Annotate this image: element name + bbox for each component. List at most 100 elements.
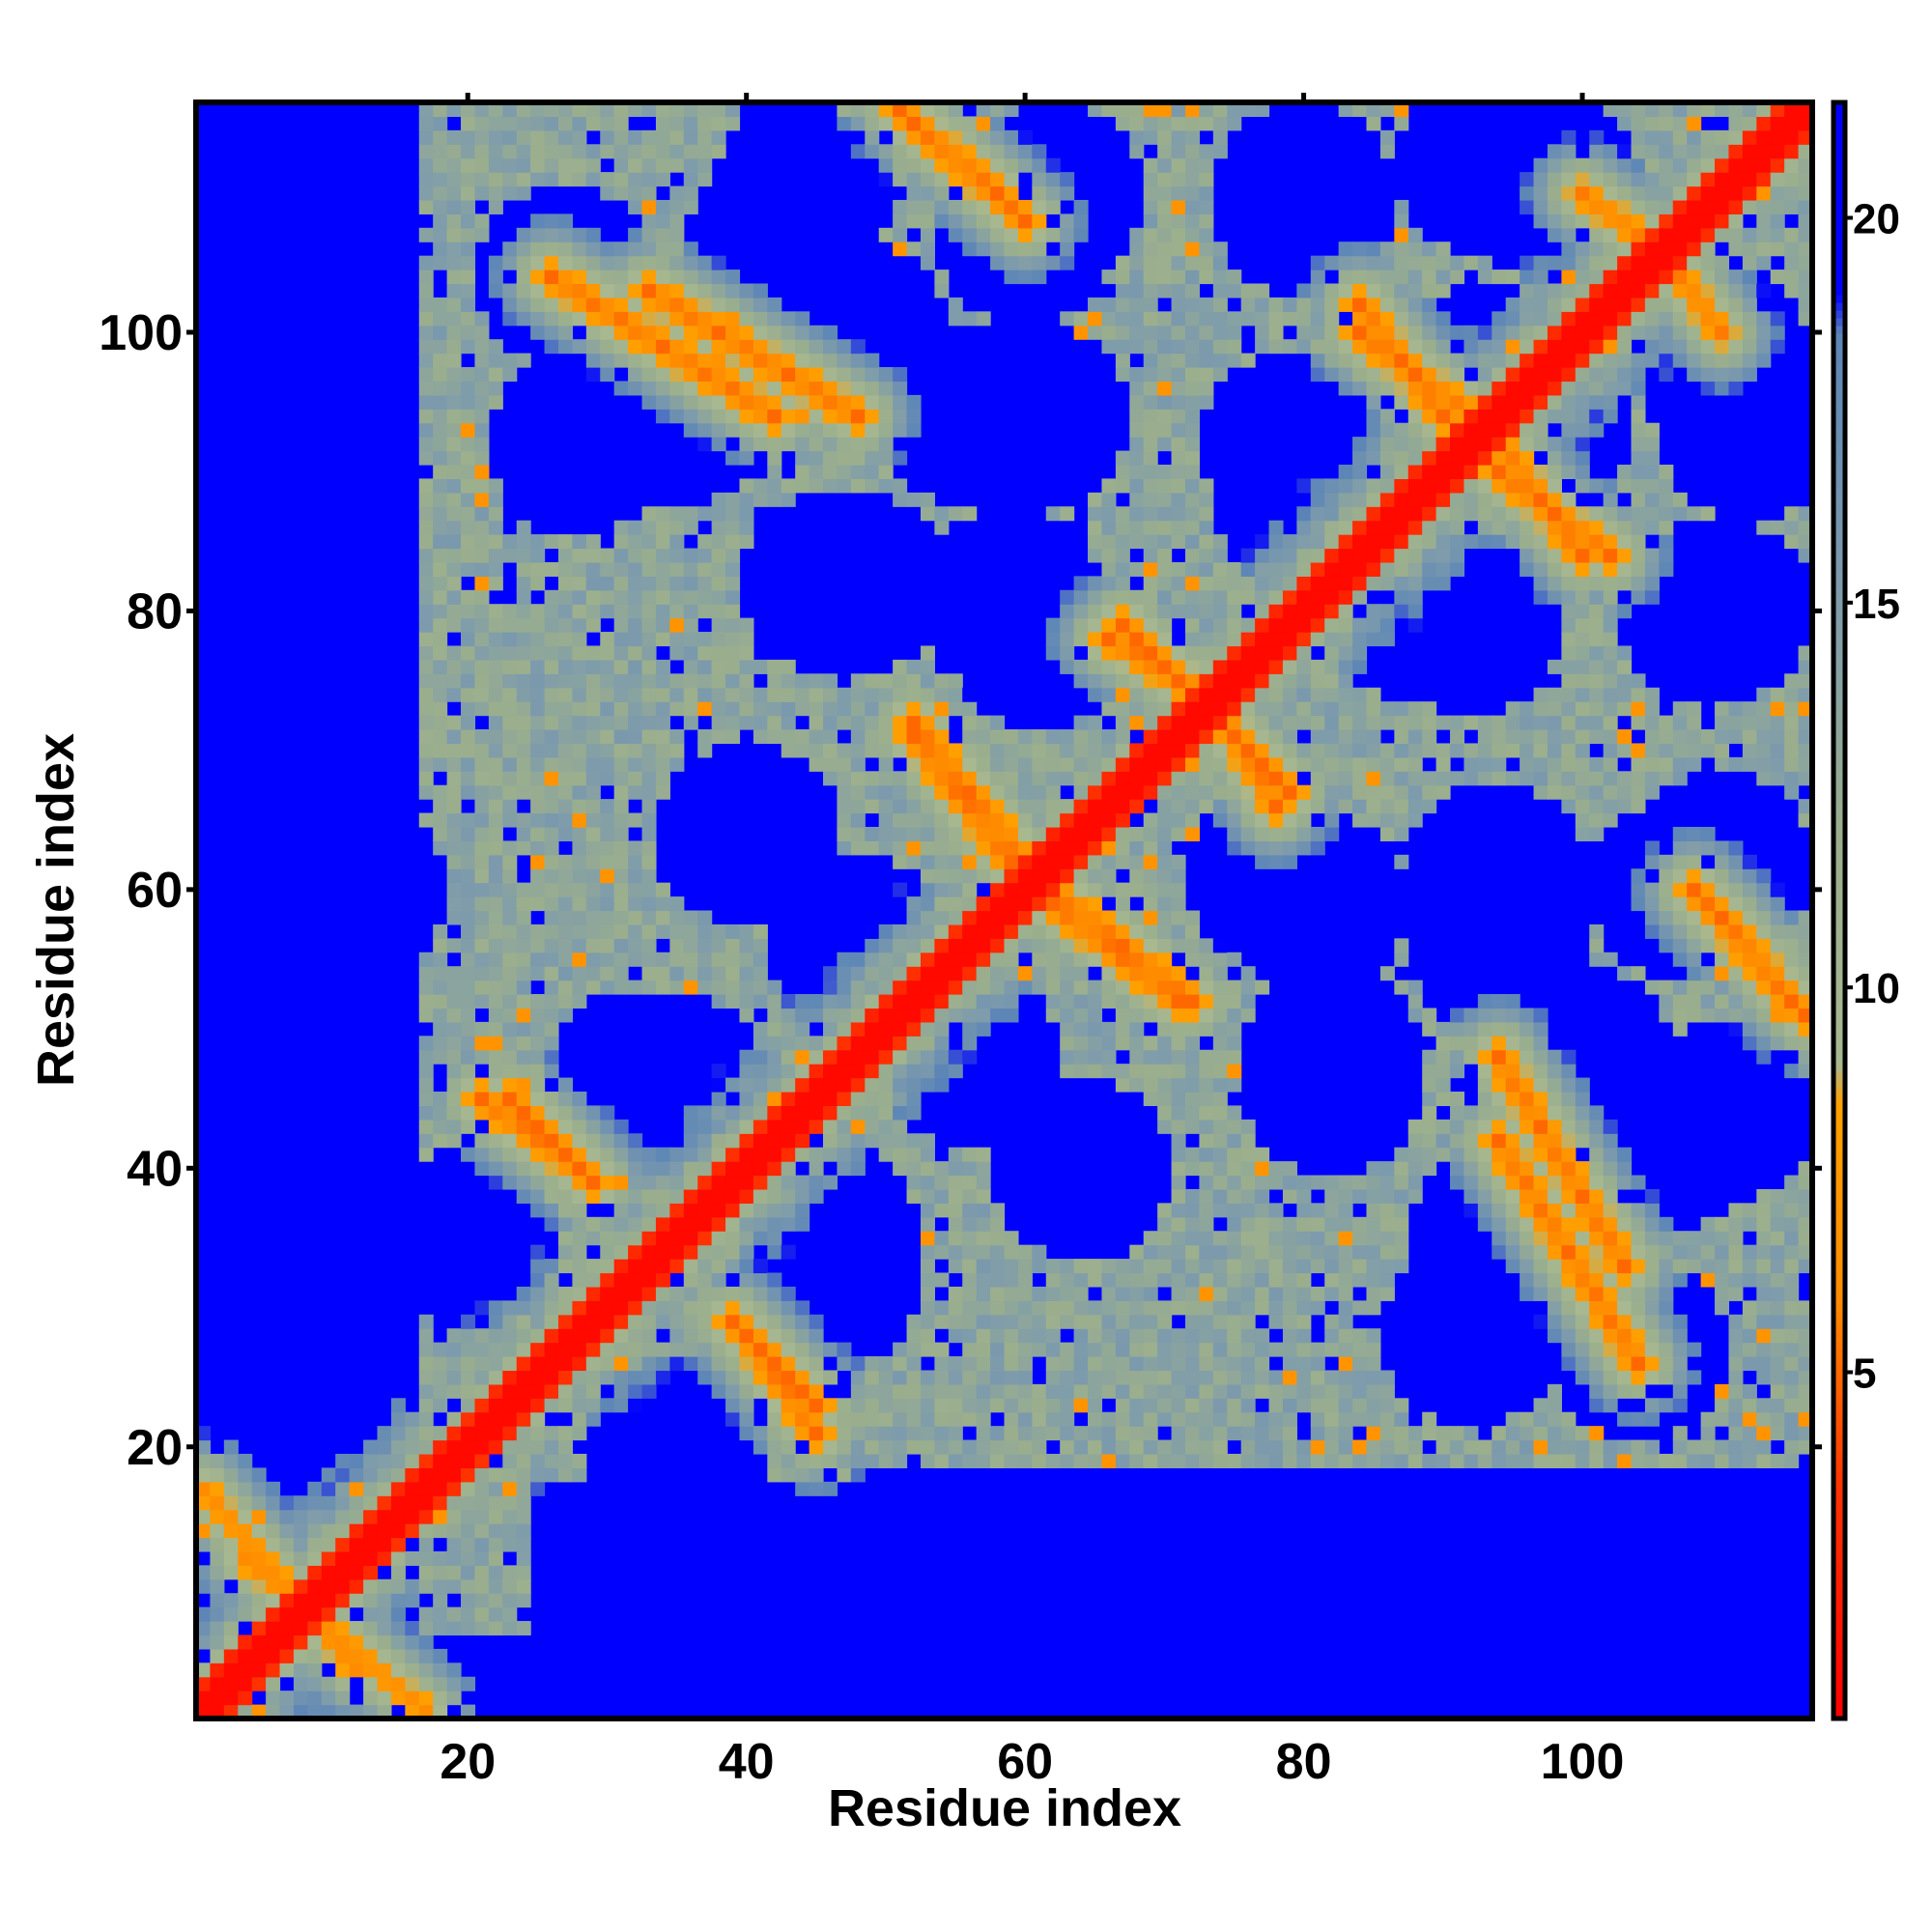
heatmap-cell	[1171, 896, 1186, 912]
heatmap-cell	[725, 1411, 741, 1427]
heatmap-cell	[948, 1244, 963, 1260]
heatmap-cell	[934, 729, 950, 745]
heatmap-cell	[948, 854, 963, 869]
heatmap-cell	[1227, 826, 1242, 841]
heatmap-cell	[516, 561, 531, 577]
heatmap-cell	[1255, 1259, 1270, 1274]
heatmap-cell	[613, 854, 629, 869]
heatmap-cell	[837, 394, 852, 410]
heatmap-cell	[697, 1370, 713, 1385]
heatmap-cell	[474, 952, 490, 967]
heatmap-cell	[1240, 1244, 1256, 1260]
heatmap-cell	[893, 854, 908, 869]
heatmap-cell	[795, 1216, 810, 1232]
heatmap-cell	[544, 1008, 559, 1023]
heatmap-cell	[1171, 1231, 1186, 1246]
heatmap-cell	[1212, 339, 1228, 355]
heatmap-cell	[1227, 812, 1242, 828]
heatmap-cell	[669, 966, 685, 981]
heatmap-cell	[920, 743, 935, 758]
heatmap-cell	[628, 938, 643, 953]
heatmap-cell	[1017, 1342, 1033, 1357]
heatmap-cell	[1045, 799, 1061, 814]
heatmap-cell	[433, 617, 448, 633]
heatmap-cell	[641, 966, 657, 981]
heatmap-cell	[1394, 116, 1409, 131]
heatmap-cell	[1366, 799, 1381, 814]
heatmap-cell	[1366, 1398, 1381, 1413]
heatmap-cell	[1227, 756, 1242, 772]
heatmap-cell	[1073, 729, 1089, 745]
heatmap-cell	[210, 1481, 225, 1496]
heatmap-cell	[1143, 283, 1158, 298]
heatmap-cell	[641, 952, 657, 967]
heatmap-cell	[795, 1188, 810, 1204]
heatmap-cell	[725, 1383, 741, 1399]
heatmap-cell	[1184, 311, 1201, 327]
heatmap-cell	[251, 1537, 267, 1552]
heatmap-cell	[697, 297, 713, 312]
heatmap-cell	[613, 812, 629, 828]
heatmap-cell	[1255, 283, 1270, 298]
heatmap-cell	[600, 561, 615, 577]
heatmap-cell	[530, 1272, 546, 1288]
heatmap-cell	[446, 227, 462, 242]
heatmap-cell	[641, 701, 657, 717]
heatmap-cell	[1073, 1286, 1089, 1301]
heatmap-cell	[739, 1244, 754, 1260]
heatmap-cell	[753, 283, 768, 298]
heatmap-cell	[906, 242, 922, 257]
heatmap-cell	[530, 1161, 546, 1177]
heatmap-cell	[1310, 1370, 1325, 1385]
heatmap-cell	[823, 743, 838, 758]
heatmap-cell	[697, 270, 713, 285]
heatmap-cell	[1115, 1272, 1130, 1288]
heatmap-cell	[544, 826, 559, 841]
heatmap-cell	[572, 1356, 587, 1372]
heatmap-cell	[1296, 311, 1312, 327]
heatmap-cell	[613, 1383, 629, 1399]
heatmap-cell	[1394, 743, 1409, 758]
heatmap-cell	[990, 255, 1006, 270]
heatmap-cell	[572, 1161, 587, 1177]
heatmap-cell	[1184, 1161, 1201, 1177]
heatmap-cell	[893, 687, 908, 702]
heatmap-cell	[349, 1565, 364, 1580]
heatmap-cell	[1407, 367, 1423, 383]
heatmap-cell	[1212, 1383, 1228, 1399]
heatmap-cell	[809, 1453, 824, 1468]
heatmap-cell	[781, 1356, 796, 1372]
heatmap-cell	[433, 409, 448, 424]
heatmap-cell	[585, 353, 601, 368]
heatmap-cell	[279, 1578, 295, 1594]
heatmap-cell	[600, 589, 615, 605]
heatmap-cell	[516, 172, 531, 187]
heatmap-cell	[837, 1133, 852, 1149]
heatmap-cell	[809, 1188, 824, 1204]
heatmap-cell	[572, 854, 587, 869]
heatmap-cell	[1060, 632, 1075, 647]
heatmap-cell	[920, 1300, 935, 1316]
heatmap-cell	[628, 520, 643, 535]
heatmap-cell	[1171, 799, 1186, 814]
heatmap-cell	[585, 604, 601, 619]
heatmap-cell	[1171, 1188, 1186, 1204]
heatmap-cell	[488, 172, 503, 187]
heatmap-cell	[1255, 715, 1270, 730]
heatmap-cell	[669, 353, 685, 368]
heatmap-cell	[1282, 1383, 1297, 1399]
heatmap-cell	[655, 1244, 670, 1260]
heatmap-cell	[809, 1481, 824, 1496]
heatmap-cell	[1422, 1133, 1437, 1149]
heatmap-cell	[850, 381, 866, 396]
heatmap-cell	[572, 1398, 587, 1413]
heatmap-cell	[196, 1621, 212, 1636]
heatmap-cell	[697, 673, 713, 689]
heatmap-cell	[390, 1621, 406, 1636]
heatmap-cell	[238, 1578, 253, 1594]
heatmap-cell	[893, 478, 908, 494]
heatmap-cell	[1073, 589, 1089, 605]
heatmap-cell	[1379, 1161, 1395, 1177]
heatmap-cell	[1407, 478, 1423, 494]
heatmap-cell	[1017, 743, 1033, 758]
